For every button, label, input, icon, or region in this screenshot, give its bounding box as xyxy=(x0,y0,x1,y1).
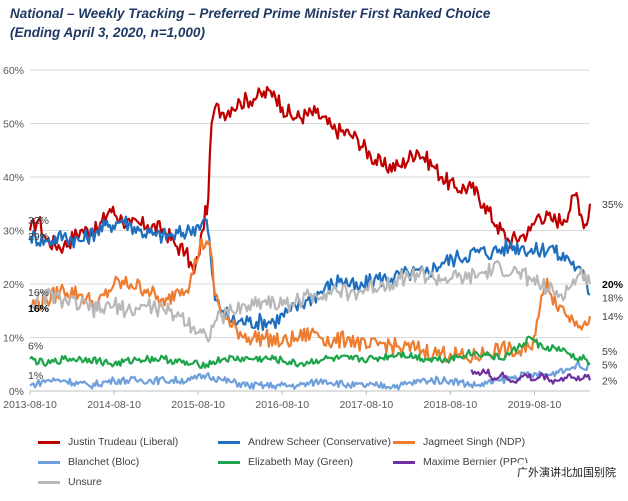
x-tick-label: 2017-08-10 xyxy=(339,399,393,411)
start-value-label: 29% xyxy=(28,231,49,243)
series-line-jagmeet-singh-ndp xyxy=(29,237,592,364)
end-value-label: 5% xyxy=(602,346,617,358)
y-tick-label: 10% xyxy=(3,333,24,345)
legend-swatch xyxy=(218,440,240,444)
end-value-label: 14% xyxy=(602,311,623,323)
start-value-label: 32% xyxy=(28,215,49,227)
legend-item: Blanchet (Bloc) xyxy=(38,456,139,468)
x-tick-label: 2013-08-10 xyxy=(3,399,57,411)
legend-swatch xyxy=(38,480,60,484)
end-value-label: 5% xyxy=(602,359,617,371)
legend-swatch xyxy=(38,440,60,444)
start-value-label: 6% xyxy=(28,341,43,353)
legend-item: Elizabeth May (Green) xyxy=(218,456,353,468)
y-tick-label: 0% xyxy=(9,386,24,398)
y-tick-label: 30% xyxy=(3,226,24,238)
y-tick-label: 20% xyxy=(3,279,24,291)
y-tick-label: 40% xyxy=(3,172,24,184)
x-tick-label: 2014-08-10 xyxy=(87,399,141,411)
legend-swatch xyxy=(393,440,415,444)
legend-item: Maxime Bernier (PPC) xyxy=(393,456,528,468)
end-value-label: 35% xyxy=(602,199,623,211)
series-line-andrew-scheer-conservative xyxy=(28,215,591,332)
start-value-label: 1% xyxy=(28,370,43,382)
x-tick-label: 2019-08-10 xyxy=(508,399,562,411)
legend-label: Elizabeth May (Green) xyxy=(248,456,354,468)
legend-swatch xyxy=(218,460,240,464)
legend-label: Andrew Scheer (Conservative) xyxy=(248,436,391,448)
legend-item: Justin Trudeau (Liberal) xyxy=(38,436,178,448)
x-tick-label: 2015-08-10 xyxy=(171,399,225,411)
legend-item: Jagmeet Singh (NDP) xyxy=(393,436,525,448)
series-line-elizabeth-may-green xyxy=(29,335,591,369)
legend-item: Andrew Scheer (Conservative) xyxy=(218,436,391,448)
legend-label: Jagmeet Singh (NDP) xyxy=(423,436,526,448)
legend-swatch xyxy=(38,460,60,464)
legend-swatch xyxy=(393,460,415,464)
legend-label: Blanchet (Bloc) xyxy=(68,456,140,468)
end-value-label: 18% xyxy=(602,292,623,304)
y-tick-label: 60% xyxy=(3,65,24,77)
legend-label: Unsure xyxy=(68,476,102,488)
x-tick-label: 2016-08-10 xyxy=(255,399,309,411)
legend-label: Justin Trudeau (Liberal) xyxy=(68,436,179,448)
end-value-label: 20% xyxy=(602,279,624,291)
x-tick-label: 2018-08-10 xyxy=(424,399,478,411)
start-value-label: 16% xyxy=(28,287,49,299)
legend-label: Maxime Bernier (PPC) xyxy=(423,456,529,468)
series-line-justin-trudeau-liberal xyxy=(28,85,592,275)
y-tick-label: 50% xyxy=(3,119,24,131)
chart-title: National – Weekly Tracking – Preferred P… xyxy=(10,4,490,42)
series-line-maxime-bernier-ppc xyxy=(470,368,592,385)
series-line-unsure xyxy=(29,260,592,343)
title-line-1: National – Weekly Tracking – Preferred P… xyxy=(10,6,491,21)
watermark: 广外演讲北加国别院 xyxy=(513,463,620,481)
legend-item: Unsure xyxy=(38,476,102,488)
end-value-label: 2% xyxy=(602,375,617,387)
start-value-label: 16% xyxy=(28,303,50,315)
title-line-2: (Ending April 3, 2020, n=1,000) xyxy=(10,25,205,40)
